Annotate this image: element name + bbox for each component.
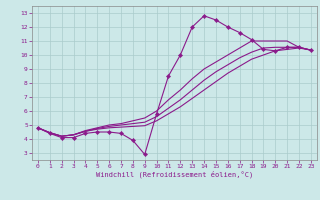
X-axis label: Windchill (Refroidissement éolien,°C): Windchill (Refroidissement éolien,°C): [96, 171, 253, 178]
